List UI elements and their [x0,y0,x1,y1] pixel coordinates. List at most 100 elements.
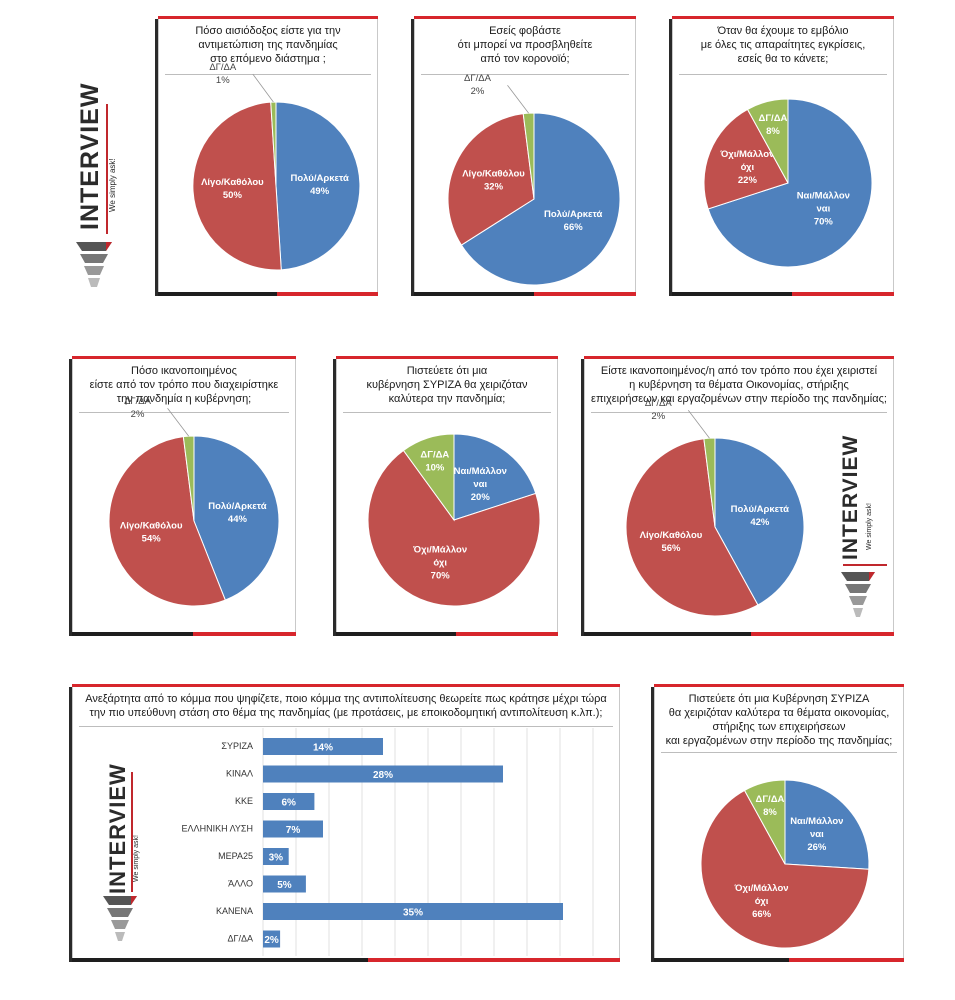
chart-title-line: την πανδημία η κυβέρνηση; [116,393,252,405]
chart-title-line: Πιστεύετε ότι μια Κυβέρνηση ΣΥΡΙΖΑ [688,693,870,705]
pie-slice-value: 20% [471,492,491,503]
bar-value-label: 6% [281,798,296,809]
title-divider [79,726,613,727]
logo-pyramid-icon [841,572,875,617]
bar-κιναλ [263,765,503,783]
chart-title-line: είστε από τον τρόπο που διαχειρίστηκε [89,379,279,391]
chart-title-line: Ανεξάρτητα από το κόμμα που ψηφίζετε, πο… [85,693,607,705]
pie-slice-value: 1% [216,75,230,86]
panel-bottom-accent [654,958,904,962]
logo-accent-bar [843,564,887,566]
pie-slice-ναι-μάλλον-ναι [453,433,537,521]
chart-panel-gov-handling: Πόσο ικανοποιημένος είστε από τον τρόπο … [69,356,296,636]
pie-slice-δγ-δα [402,433,455,522]
pie-slice-value: 2% [651,411,665,422]
category-label: ΚΑΝΕΝΑ [216,906,253,916]
pie-slice-value: 32% [484,181,504,192]
pie-slice-value: 8% [763,807,777,818]
pie-leader-line [507,84,529,114]
panel-bottom-accent [72,958,620,962]
pie-slice-λίγο-καθόλου [447,113,535,246]
pie-slice-ναι-μάλλον-ναι [784,779,870,870]
pie-slice-value: 2% [131,409,145,420]
chart-title-line: στήριξης των επιχειρήσεων [712,721,846,733]
logo-pyramid-icon [76,242,112,287]
pie-slice-value: 42% [750,517,770,528]
bar-ελληνικη-λυση [263,820,323,838]
pie-slice-label: Λίγο/Καθόλου [462,168,525,179]
pie-slice-label: Ναι/Μάλλον [797,191,850,202]
pie-slice-value: 22% [738,175,758,186]
logo-wordmark: INTERVIEW [839,434,862,560]
pie-slice-label: Πολύ/Αρκετά [290,173,348,184]
chart-panel-optimism: Πόσο αισιόδοξος είστε για την αντιμετώπι… [155,16,378,296]
chart-title-line: Πόσο αισιόδοξος είστε για την [195,25,341,37]
category-label: ΚΚΕ [235,796,253,806]
chart-title-line: αντιμετώπιση της πανδημίας [198,39,338,51]
panel-top-accent [672,16,894,19]
pie-slice-πολύ-αρκετά [275,101,361,271]
panel-bottom-accent [336,632,558,636]
chart-title-line: Όταν θα έχουμε το εμβόλιο [717,25,849,37]
bar-value-label: 28% [373,770,393,781]
pie-slice-value: 8% [766,126,780,137]
chart-title-line: με όλες τις απαραίτητες εγκρίσεις, [700,39,866,51]
pie-leader-line [687,409,710,439]
panel-top-accent [654,684,904,687]
chart-panel-syriza-economy: Πιστεύετε ότι μια Κυβέρνηση ΣΥΡΙΖΑ θα χε… [651,684,904,962]
chart-panel-economy-handling: Είστε ικανοποιημένος/η από τον τρόπο που… [581,356,894,636]
pie-leader-line [252,73,274,103]
pie-slice-πολύ-αρκετά [714,437,805,606]
bar-value-label: 5% [277,880,292,891]
pie-slice-label: ΔΓ/ΔΑ [464,73,492,84]
pie-slice-πολύ-αρκετά [460,112,621,286]
chart-title: Ανεξάρτητα από το κόμμα που ψηφίζετε, πο… [77,692,615,720]
interview-logo: INTERVIEW We simply ask! [101,742,161,952]
chart-title-line: από τον κορονοϊό; [480,53,570,65]
pie-slice-value: 66% [752,909,772,920]
panel-shadow [651,687,654,962]
bar-άλλο [263,875,306,893]
pie-slice-label: ναι [473,479,487,490]
panel-shadow [581,359,584,636]
panel-top-accent [72,684,620,687]
panel-top-accent [72,356,296,359]
pie-chart: Πολύ/Αρκετά 49% Λίγο/Καθόλου 50% ΔΓ/ΔΑ 1% [192,62,361,271]
pie-slice-όχι-μάλλον-όχι [367,449,541,607]
panel-bottom-accent [414,292,636,296]
chart-title-line: Πιστεύετε ότι μια [406,365,488,377]
pie-slice-label: Πολύ/Αρκετά [208,501,266,512]
category-label: ΣΥΡΙΖΑ [221,741,253,751]
pie-slice-value: 70% [814,217,834,228]
pie-slice-δγ-δα [743,779,786,865]
bar-μερα25 [263,848,289,865]
panel-shadow [155,19,158,296]
category-label: ΕΛΛΗΝΙΚΗ ΛΥΣΗ [182,824,253,834]
bar-κανενα [263,903,563,920]
chart-title-line: εσείς θα το κάνετε; [737,53,829,65]
pie-slice-label: ναι [816,204,830,215]
pie-slice-value: 44% [228,514,248,525]
chart-title-line: Είστε ικανοποιημένος/η από τον τρόπο που… [600,365,878,377]
chart-title-line: θα χειριζόταν καλύτερα τα θέματα οικονομ… [668,707,890,719]
pie-slice-label: Λίγο/Καθόλου [120,520,183,531]
pie-slice-label: όχι [741,162,755,173]
pie-slice-label: Ναι/Μάλλον [454,466,507,477]
panel-bottom-accent [584,632,894,636]
pie-slice-value: 56% [661,543,681,554]
category-label: ΆΛΛΟ [228,879,253,889]
chart-title: Όταν θα έχουμε το εμβόλιο με όλες τις απ… [681,24,885,66]
pie-slice-value: 66% [564,222,584,233]
chart-title-line: η κυβέρνηση τα θέματα Οικονομίας, στήριξ… [629,379,849,391]
bar-κκε [263,793,315,810]
panel-top-accent [158,16,378,19]
pie-slice-δγ-δα [703,437,716,528]
pie-chart: Ναι/Μάλλον ναι 20% Όχι/Μάλλον όχι 70% ΔΓ/ΔΑ 10% [367,433,541,607]
chart-title-line: καλύτερα την πανδημία; [388,393,506,405]
pie-slice-label: Ναι/Μάλλον [790,816,843,827]
pie-chart: Πολύ/Αρκετά 44% Λίγο/Καθόλου 54% ΔΓ/ΔΑ 2% [108,396,280,607]
chart-title-line: Εσείς φοβάστε [489,25,561,37]
interview-logo: INTERVIEW We simply ask! [74,64,130,300]
pie-slice-λίγο-καθόλου [625,438,759,617]
chart-title: Πόσο αισιόδοξος είστε για την αντιμετώπι… [167,24,369,66]
